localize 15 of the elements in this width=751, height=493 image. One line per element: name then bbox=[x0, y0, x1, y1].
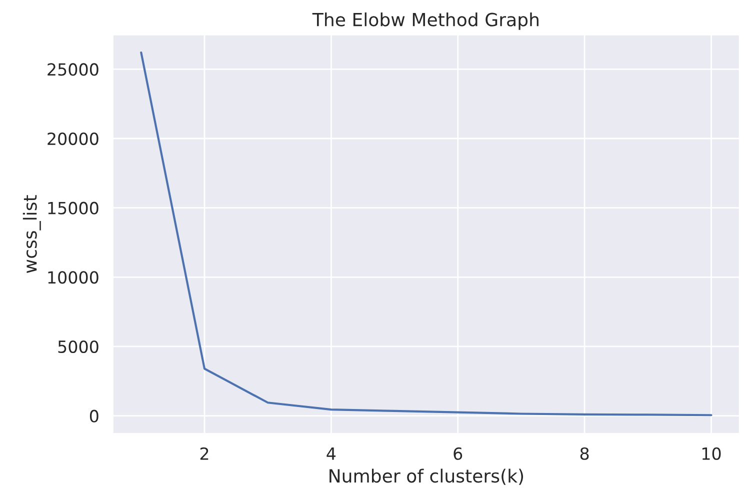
y-tick-label: 0 bbox=[90, 410, 98, 422]
y-tick-label: 20000 bbox=[48, 132, 98, 146]
y-tick-label: 5000 bbox=[58, 340, 98, 354]
x-tick-label: 10 bbox=[702, 447, 721, 460]
y-tick-label: 15000 bbox=[48, 202, 98, 214]
y-tick-label: 25000 bbox=[48, 63, 98, 76]
y-tick-label: 10000 bbox=[48, 271, 98, 284]
chart-title: The Elobw Method Graph bbox=[312, 12, 538, 30]
line-series bbox=[140, 51, 712, 416]
x-axis-title: Number of clusters(k) bbox=[330, 468, 524, 485]
x-tick-label: 8 bbox=[580, 447, 589, 460]
x-tick-label: 4 bbox=[326, 448, 336, 460]
y-axis-title: wcss_list bbox=[22, 195, 41, 273]
x-tick-label: 6 bbox=[454, 447, 462, 460]
x-tick-label: 2 bbox=[200, 447, 208, 460]
